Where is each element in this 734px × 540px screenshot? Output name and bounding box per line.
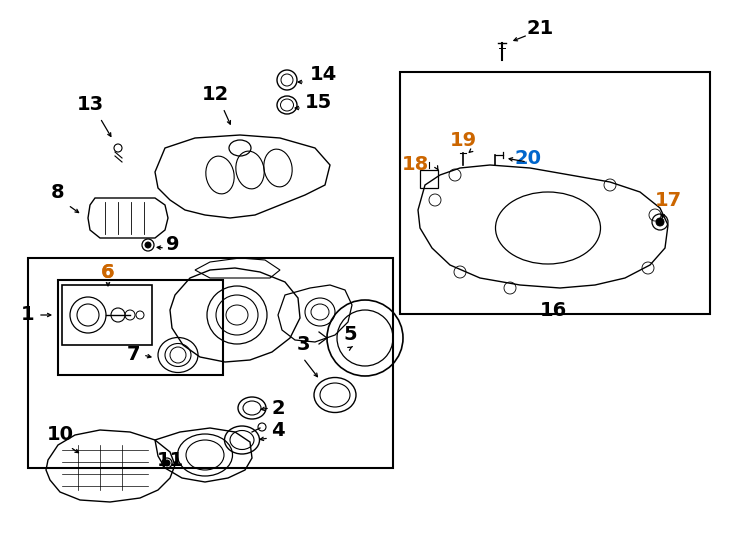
Bar	[400, 72, 710, 314]
Text: 4: 4	[271, 421, 285, 440]
Text: 6: 6	[101, 264, 115, 282]
Text: 3: 3	[297, 335, 310, 354]
Text: 15: 15	[305, 93, 332, 112]
Circle shape	[656, 218, 664, 226]
Text: 9: 9	[166, 235, 180, 254]
Text: 16: 16	[539, 300, 567, 320]
Bar	[58, 280, 223, 375]
Text: 7: 7	[126, 346, 139, 365]
Text: 17: 17	[655, 191, 682, 210]
Text: 20: 20	[515, 148, 542, 167]
Text: 5: 5	[344, 326, 357, 345]
Text: 21: 21	[526, 18, 553, 37]
Text: 13: 13	[76, 96, 103, 114]
Circle shape	[145, 242, 151, 248]
Text: 6: 6	[101, 264, 115, 282]
Text: 11: 11	[156, 450, 184, 469]
Text: 18: 18	[401, 156, 429, 174]
Text: 8: 8	[51, 184, 65, 202]
Circle shape	[164, 460, 170, 466]
Text: 14: 14	[309, 65, 337, 84]
Bar	[28, 258, 393, 468]
Text: 19: 19	[449, 131, 476, 150]
Text: 10: 10	[46, 426, 73, 444]
Text: 12: 12	[201, 85, 228, 105]
Text: 1: 1	[21, 306, 34, 325]
Text: 2: 2	[271, 399, 285, 417]
